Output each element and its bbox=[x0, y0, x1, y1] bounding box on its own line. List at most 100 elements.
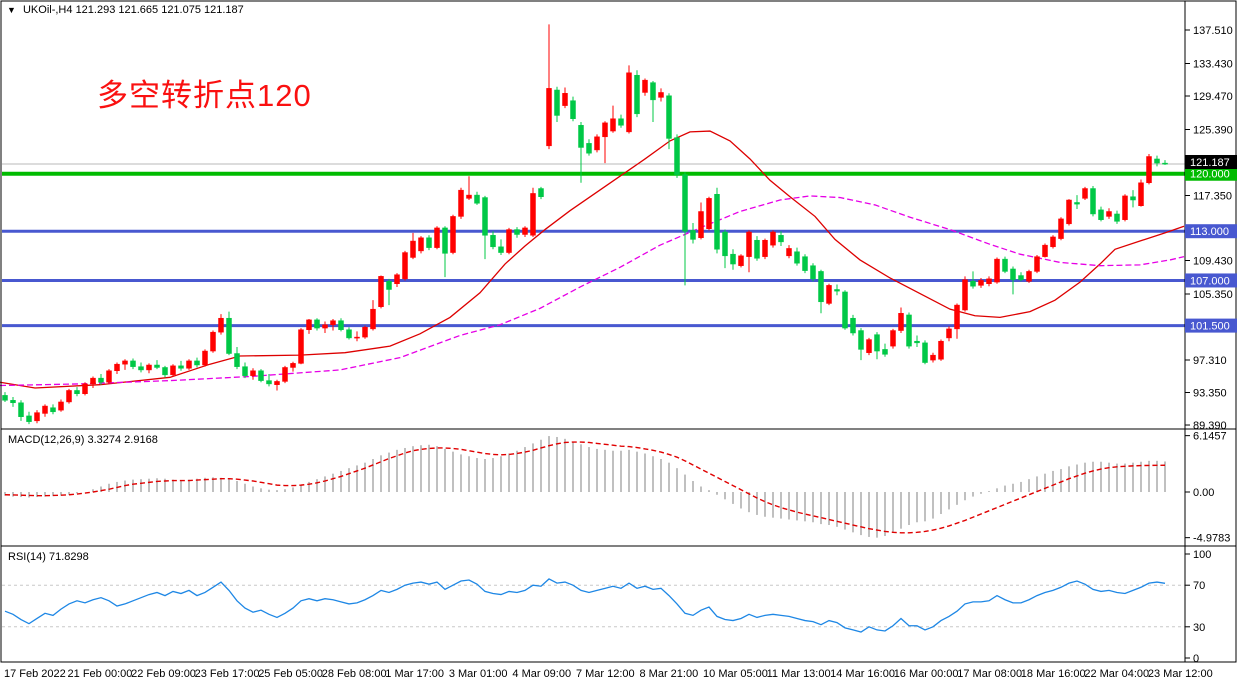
price-axis-label: 93.350 bbox=[1193, 388, 1227, 400]
time-axis-label: 8 Mar 21:00 bbox=[640, 668, 699, 680]
candle-body bbox=[586, 143, 592, 154]
candle-body bbox=[314, 319, 320, 329]
rsi-axis-label: 70 bbox=[1193, 580, 1205, 592]
candle-body bbox=[1026, 271, 1032, 282]
candle-body bbox=[178, 365, 184, 369]
candle-body bbox=[898, 313, 904, 331]
candle-body bbox=[826, 285, 832, 304]
ma-fast-line bbox=[0, 130, 1185, 389]
time-axis-label: 3 Mar 01:00 bbox=[449, 668, 508, 680]
candle-body bbox=[890, 330, 896, 347]
price-level-label-box bbox=[1185, 166, 1237, 181]
candle-body bbox=[642, 79, 648, 93]
price-axis-label: 129.470 bbox=[1193, 91, 1233, 103]
candle-body bbox=[946, 328, 952, 339]
candle-body bbox=[42, 405, 48, 414]
candle-body bbox=[282, 367, 288, 382]
candle-body bbox=[522, 227, 528, 235]
candle-body bbox=[650, 82, 656, 101]
candle-body bbox=[26, 415, 32, 422]
candle-body bbox=[458, 189, 464, 217]
price-level-label-box bbox=[1185, 273, 1237, 288]
candle-body bbox=[194, 360, 200, 366]
candle-body bbox=[418, 237, 424, 252]
candle-body bbox=[1034, 256, 1040, 272]
candle-body bbox=[714, 194, 720, 250]
candle-body bbox=[746, 231, 752, 257]
macd-axis-label: -4.9783 bbox=[1193, 533, 1230, 545]
candle-body bbox=[362, 326, 368, 338]
macd-indicator-label: MACD(12,26,9) 3.3274 2.9168 bbox=[8, 434, 158, 446]
candle-body bbox=[2, 395, 8, 401]
candle-body bbox=[930, 354, 936, 361]
candle-body bbox=[274, 381, 280, 385]
candle-body bbox=[1106, 211, 1112, 217]
candle-body bbox=[1098, 209, 1104, 220]
candle-body bbox=[626, 72, 632, 133]
candle-body bbox=[986, 278, 992, 284]
candle-body bbox=[834, 289, 840, 292]
moving-averages bbox=[0, 130, 1185, 389]
time-axis-label: 10 Mar 05:00 bbox=[703, 668, 768, 680]
candle-body bbox=[474, 194, 480, 204]
candles-layer bbox=[2, 24, 1168, 425]
candle-body bbox=[666, 95, 672, 139]
candle-body bbox=[1146, 156, 1152, 184]
candle-body bbox=[434, 227, 440, 248]
time-axis-label: 22 Feb 09:00 bbox=[131, 668, 196, 680]
candle-body bbox=[610, 118, 616, 132]
candle-body bbox=[114, 363, 120, 372]
symbol-dropdown-icon[interactable]: ▼ bbox=[7, 5, 16, 15]
candle-body bbox=[1154, 158, 1160, 164]
indicator-axes: 6.1457 0.00 -4.9783 100 70 30 0 bbox=[1185, 431, 1230, 665]
rsi-axis-label: 30 bbox=[1193, 622, 1205, 634]
candle-body bbox=[506, 229, 512, 253]
time-axis-label: 22 Mar 04:00 bbox=[1084, 668, 1149, 680]
candle-body bbox=[266, 380, 272, 385]
price-level-label: 120.000 bbox=[1190, 169, 1230, 181]
candle-body bbox=[90, 377, 96, 385]
candle-body bbox=[106, 370, 112, 383]
candle-body bbox=[530, 193, 536, 236]
candle-body bbox=[290, 363, 296, 368]
candle-body bbox=[594, 136, 600, 151]
candle-body bbox=[690, 230, 696, 240]
candle-body bbox=[66, 390, 72, 403]
time-axis-label: 23 Feb 17:00 bbox=[195, 668, 260, 680]
candle-body bbox=[1002, 258, 1008, 272]
candle-body bbox=[226, 317, 232, 354]
candle-body bbox=[354, 336, 360, 339]
rsi-line bbox=[4, 578, 1166, 633]
candle-body bbox=[954, 304, 960, 330]
time-axis-label: 25 Feb 05:00 bbox=[258, 668, 323, 680]
candle-body bbox=[962, 279, 968, 311]
time-axis-label: 16 Mar 00:00 bbox=[894, 668, 959, 680]
candle-body bbox=[306, 319, 312, 330]
rsi-axis-label: 100 bbox=[1193, 549, 1211, 561]
horizontal-lines bbox=[2, 171, 1185, 328]
candle-body bbox=[866, 339, 872, 353]
rsi-indicator-label: RSI(14) 71.8298 bbox=[8, 551, 89, 563]
candle-body bbox=[346, 329, 352, 339]
candle-body bbox=[546, 88, 552, 147]
candle-body bbox=[482, 197, 488, 236]
candle-body bbox=[906, 314, 912, 347]
candle-body bbox=[130, 360, 136, 367]
time-axis-label: 11 Mar 13:00 bbox=[767, 668, 831, 680]
candle-body bbox=[770, 231, 776, 246]
candle-body bbox=[450, 216, 456, 253]
price-axis-label: 109.430 bbox=[1193, 256, 1233, 268]
candle-body bbox=[602, 122, 608, 138]
time-axis-label: 14 Mar 16:00 bbox=[830, 668, 895, 680]
current-price-label-box bbox=[1185, 154, 1237, 169]
time-axis-label: 28 Feb 08:00 bbox=[322, 668, 387, 680]
candle-body bbox=[370, 308, 376, 330]
price-axis-label: 89.390 bbox=[1193, 420, 1227, 432]
candle-body bbox=[634, 74, 640, 115]
candle-body bbox=[514, 229, 520, 235]
price-level-label-box bbox=[1185, 318, 1237, 333]
candle-body bbox=[466, 194, 472, 199]
